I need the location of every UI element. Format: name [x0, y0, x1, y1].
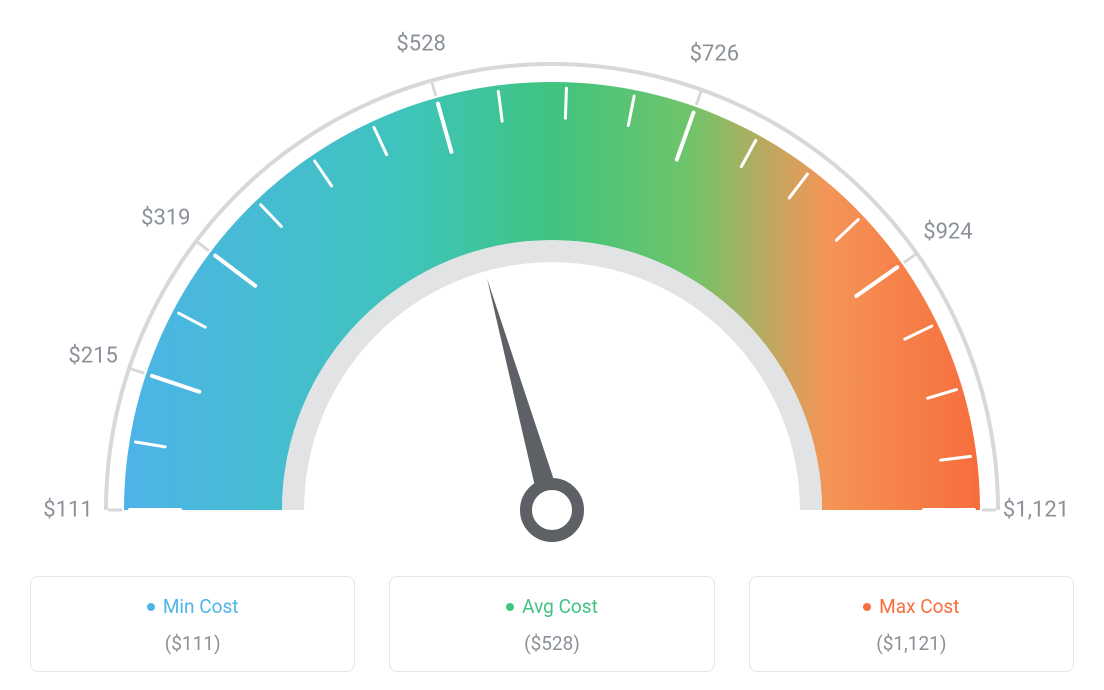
legend-label-avg: Avg Cost: [522, 595, 598, 618]
tick-label: $924: [923, 219, 972, 244]
legend-title-max: Max Cost: [863, 595, 959, 618]
tick-label: $1,121: [1003, 498, 1069, 523]
tick-label: $111: [43, 498, 92, 523]
dot-avg: [506, 603, 514, 611]
legend-card-min: Min Cost ($111): [30, 576, 355, 672]
legend-value-avg: ($528): [400, 632, 703, 655]
tick-label: $319: [141, 206, 190, 231]
legend-row: Min Cost ($111) Avg Cost ($528) Max Cost…: [0, 576, 1104, 672]
tick-label: $726: [690, 42, 739, 67]
legend-label-max: Max Cost: [879, 595, 959, 618]
dot-max: [863, 603, 871, 611]
dot-min: [147, 603, 155, 611]
legend-title-min: Min Cost: [147, 595, 239, 618]
legend-value-min: ($111): [41, 632, 344, 655]
cost-gauge: $111 $215 $319 $528 $726 $924 $1,121: [0, 0, 1104, 560]
gauge-svg: [0, 0, 1104, 560]
legend-card-max: Max Cost ($1,121): [749, 576, 1074, 672]
legend-title-avg: Avg Cost: [506, 595, 598, 618]
legend-value-max: ($1,121): [760, 632, 1063, 655]
legend-card-avg: Avg Cost ($528): [389, 576, 714, 672]
tick-label: $528: [396, 32, 445, 57]
legend-label-min: Min Cost: [163, 595, 239, 618]
tick-label: $215: [68, 344, 117, 369]
